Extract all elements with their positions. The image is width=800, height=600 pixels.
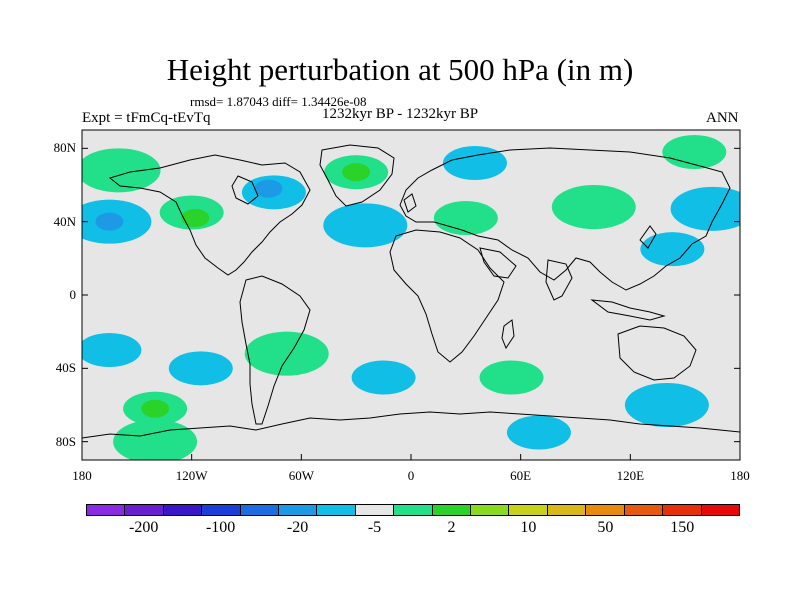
coast-antarctica xyxy=(82,411,740,439)
coast-madagascar xyxy=(501,319,515,350)
colorbar xyxy=(86,504,740,516)
positive-anomaly xyxy=(82,148,161,193)
lon-label: 120E xyxy=(616,468,645,483)
colorbar-label: -20 xyxy=(286,519,309,536)
coast-greenland xyxy=(319,144,395,207)
colorbar-box xyxy=(163,505,203,515)
coastlines xyxy=(82,144,740,439)
colorbar-box xyxy=(509,505,548,515)
colorbar-label: 2 xyxy=(447,519,456,536)
coast-uk xyxy=(403,193,417,213)
lat-label: 40S xyxy=(55,360,76,376)
lat-label: 40N xyxy=(53,213,76,229)
colorbar-box xyxy=(471,505,510,515)
coast-indonesia xyxy=(590,299,666,321)
lon-label: 60W xyxy=(288,468,314,483)
coast-india xyxy=(545,259,573,301)
colorbar-label: -100 xyxy=(205,519,236,536)
negative-anomaly xyxy=(442,146,507,180)
lon-label: 0 xyxy=(407,468,415,483)
colorbar-label: 150 xyxy=(670,519,695,536)
lat-label: 0 xyxy=(69,287,77,302)
lon-label: 180 xyxy=(730,468,750,483)
negative-anomaly xyxy=(168,351,233,386)
positive-anomaly xyxy=(113,419,198,460)
coast-south-america xyxy=(239,275,311,425)
colorbar-box xyxy=(663,505,702,515)
lat-label: 80N xyxy=(53,140,76,156)
positive-anomaly xyxy=(141,399,170,418)
negative-anomaly xyxy=(624,383,709,427)
negative-anomaly xyxy=(670,186,740,231)
colorbar-box xyxy=(125,505,164,515)
coast-arabia xyxy=(479,247,517,279)
anomaly-layer xyxy=(82,135,740,460)
negative-anomaly xyxy=(506,415,571,450)
lat-label: 80S xyxy=(55,433,76,449)
colorbar-label: 50 xyxy=(597,519,614,536)
negative-anomaly xyxy=(323,203,408,248)
negative-anomaly xyxy=(95,212,124,231)
colorbar-label: -200 xyxy=(129,519,159,536)
coast-africa xyxy=(389,229,505,363)
colorbar-box xyxy=(701,505,739,515)
coast-australia xyxy=(617,325,697,381)
colorbar-box xyxy=(586,505,625,515)
experiment-label: Expt = tFmCq-tEvTq xyxy=(82,110,211,126)
coast-eurasia xyxy=(399,147,731,291)
colorbar-box xyxy=(240,505,280,515)
negative-anomaly xyxy=(254,179,283,198)
positive-anomaly xyxy=(244,331,329,376)
season-label: ANN xyxy=(706,110,739,126)
coast-japan xyxy=(639,225,657,249)
positive-anomaly xyxy=(181,209,210,227)
colorbar-box xyxy=(547,505,587,515)
positive-anomaly xyxy=(479,360,544,395)
negative-anomaly xyxy=(640,232,705,267)
stats-line: rmsd= 1.87043 diff= 1.34426e-08 xyxy=(190,94,367,109)
colorbar-label: -5 xyxy=(367,519,382,536)
negative-anomaly xyxy=(82,333,142,367)
period-label: 1232kyr BP - 1232kyr BP xyxy=(322,106,479,122)
colorbar-box xyxy=(355,505,395,515)
lon-label: 180 xyxy=(72,468,92,483)
colorbar-box xyxy=(624,505,664,515)
lon-label: 120W xyxy=(175,468,208,483)
coast-north-america xyxy=(108,154,311,276)
axis-ticks xyxy=(81,147,741,460)
lon-label: 60E xyxy=(510,468,532,483)
colorbar-box xyxy=(394,505,433,515)
positive-anomaly xyxy=(342,163,371,182)
page-title: Height perturbation at 500 hPa (in m) xyxy=(166,52,634,87)
negative-anomaly xyxy=(351,360,416,395)
colorbar-box xyxy=(317,505,356,515)
positive-anomaly xyxy=(662,135,727,169)
colorbar-box xyxy=(87,505,126,515)
positive-anomaly xyxy=(551,185,636,229)
positive-anomaly xyxy=(433,201,498,235)
colorbar-label: 10 xyxy=(520,519,537,536)
colorbar-box xyxy=(279,505,318,515)
coast-hudson-bay xyxy=(231,175,259,205)
colorbar-box xyxy=(432,505,472,515)
colorbar-box xyxy=(202,505,241,515)
